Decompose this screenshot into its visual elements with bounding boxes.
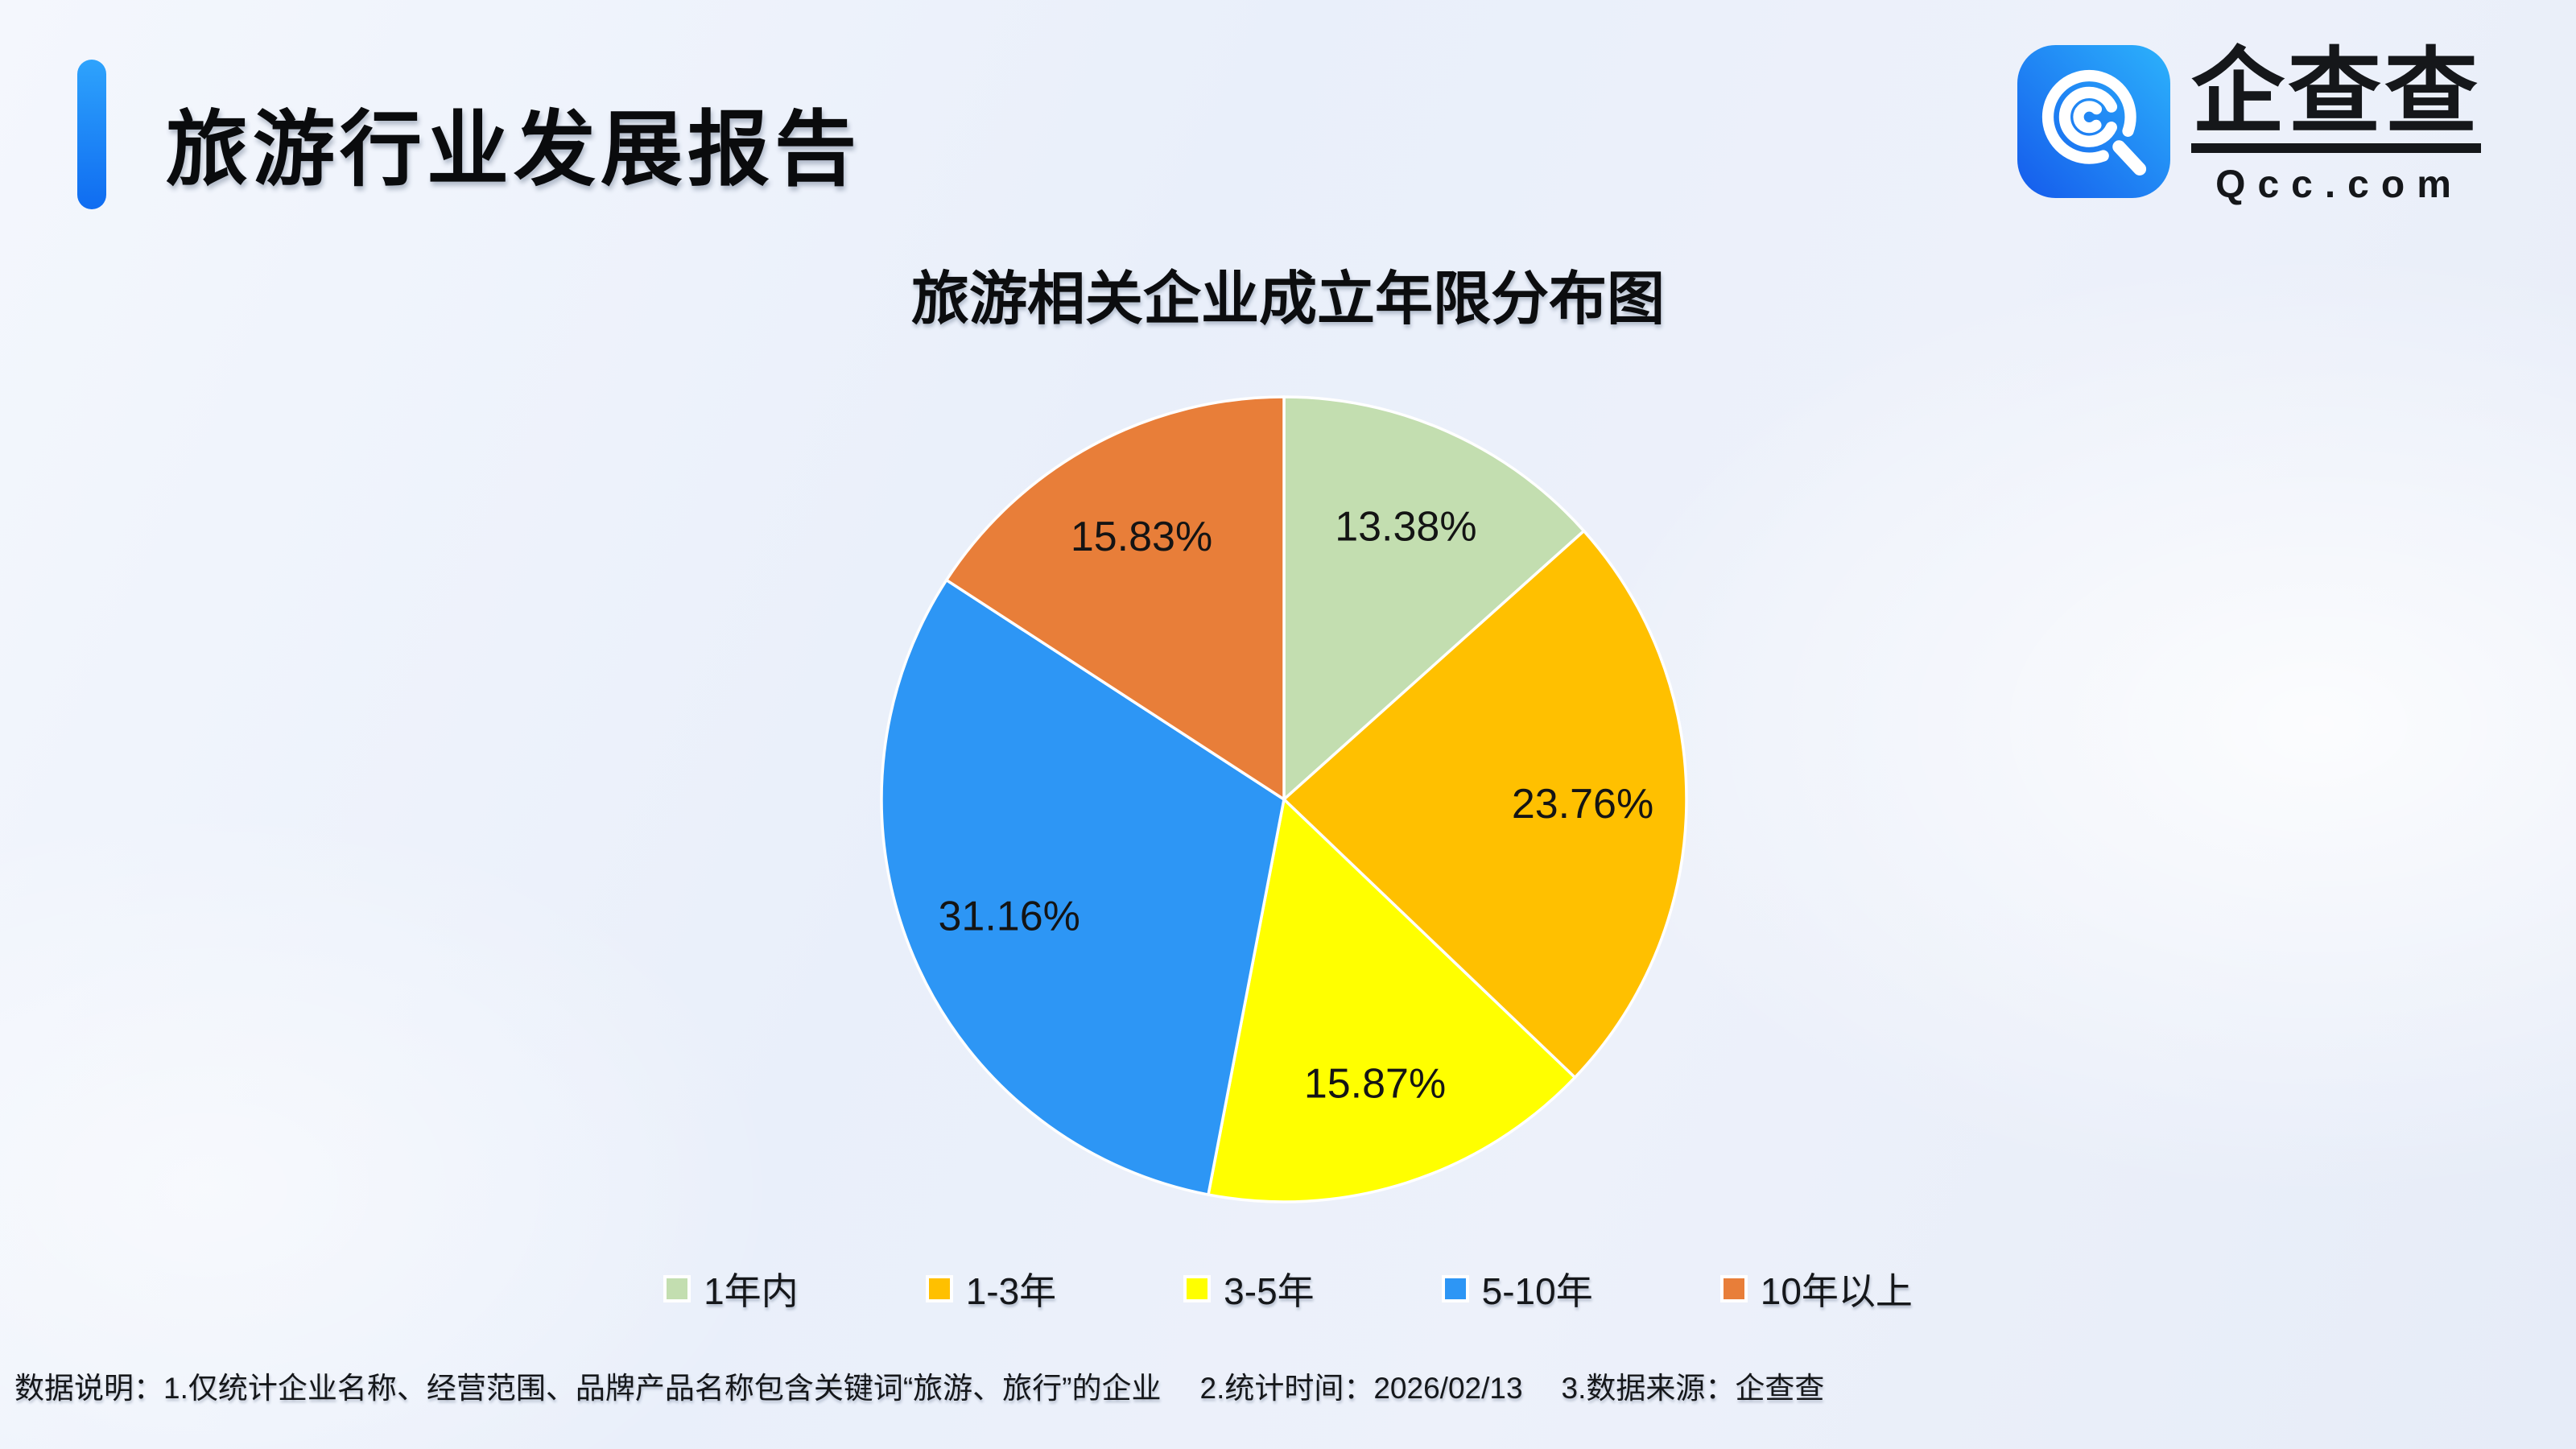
legend-item-3: 5-10年 [1441,1262,1593,1315]
legend-item-4: 10年以上 [1719,1262,1913,1315]
legend-label-1: 1-3年 [965,1270,1057,1312]
legend-label-2: 3-5年 [1224,1270,1315,1312]
legend-swatch-1 [925,1275,953,1302]
legend-label-0: 1年内 [704,1270,799,1312]
logo-brand: 企查查 [2191,45,2481,153]
legend-item-2: 3-5年 [1183,1262,1315,1315]
legend-label-3: 5-10年 [1481,1270,1593,1312]
pie-slice-label-0: 13.38% [1335,503,1476,550]
page-title: 旅游行业发展报告 [166,104,861,196]
pie-slice-0 [1282,395,1586,801]
legend-swatch-4 [1719,1275,1748,1302]
logo-text: 企查查 Qcc.com [2191,45,2481,207]
legend-item-1: 1-3年 [925,1262,1057,1315]
chart-title: 旅游相关企业成立年限分布图 [910,267,1665,332]
pie-slice-label-1: 23.76% [1512,781,1653,828]
legend-swatch-0 [663,1275,691,1302]
pie-slice-label-3: 31.16% [939,893,1080,939]
logo-domain: Qcc.com [2215,163,2463,206]
legend-swatch-2 [1183,1275,1212,1302]
title-accent-bar [77,60,106,209]
footnote-item-2: 2.统计时间：2026/02/13 [1199,1372,1523,1405]
legend-swatch-3 [1441,1275,1469,1302]
footnote: 数据说明：1.仅统计企业名称、经营范围、品牌产品名称包含关键词“旅游、旅行”的企… [14,1364,2566,1407]
pie-slice-3 [880,578,1286,1196]
legend-label-4: 10年以上 [1760,1270,1913,1312]
pie-slice-label-4: 15.83% [1071,514,1212,560]
legend-item-0: 1年内 [663,1262,799,1315]
pie-slice-2 [1207,798,1577,1203]
pie-chart: 13.38% 23.76% 15.87% 31.16% 15.83% [880,395,1688,1203]
footnote-item-1: 1.仅统计企业名称、经营范围、品牌产品名称包含关键词“旅游、旅行”的企业 [163,1372,1162,1405]
pie-slice-1 [1282,529,1688,1080]
pie-slice-4 [944,395,1286,801]
pie-chart-area: 13.38% 23.76% 15.87% 31.16% 15.83% [877,393,1690,1206]
chart-legend: 1年内 1-3年 3-5年 5-10年 10年以上 [0,1262,2576,1315]
qcc-magnifier-icon [2017,45,2170,198]
pie-slice-label-2: 15.87% [1304,1060,1446,1107]
footnote-prefix: 数据说明： [14,1372,163,1405]
footnote-item-3: 3.数据来源：企查查 [1561,1372,1825,1405]
qcc-logo: 企查查 Qcc.com [2017,45,2481,207]
